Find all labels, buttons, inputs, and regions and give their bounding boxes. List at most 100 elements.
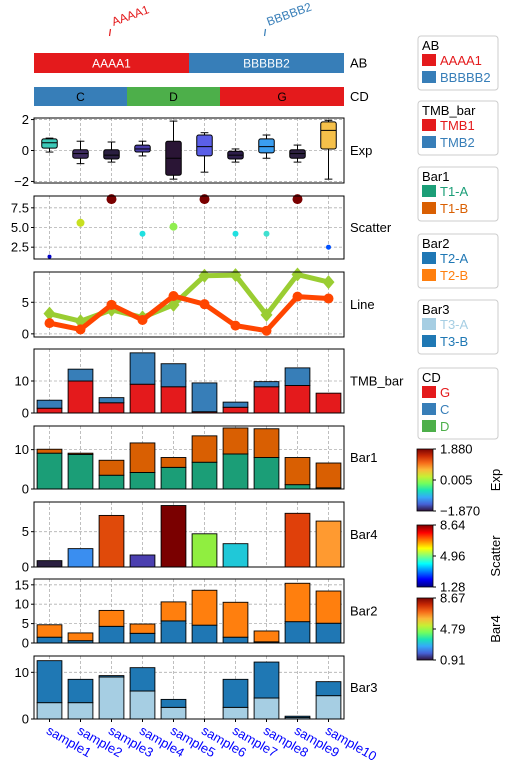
colorbar-label: Scatter	[488, 535, 503, 577]
y-tick-label: −2	[14, 174, 29, 189]
cd-row-segment-label: D	[169, 90, 178, 104]
line-marker	[324, 294, 334, 304]
bar-segment	[130, 443, 155, 473]
bar-segment	[37, 408, 62, 413]
bar-segment	[37, 703, 62, 719]
y-tick-label: 2	[22, 112, 29, 127]
scatter-point	[77, 219, 85, 227]
bar-segment	[37, 453, 62, 489]
bar-segment	[130, 384, 155, 413]
bar-segment	[316, 682, 341, 696]
bar-segment	[316, 463, 341, 488]
colorbar-tick-label: −1.870	[440, 504, 480, 519]
legend-label: T3-A	[440, 317, 469, 332]
legend-swatch	[422, 119, 436, 131]
bar-segment	[37, 661, 62, 703]
bar-segment	[223, 407, 248, 413]
bar-segment	[161, 707, 186, 719]
legend-label: G	[440, 385, 450, 400]
cd-row-segment-label: C	[76, 90, 85, 104]
legend-swatch	[422, 335, 436, 347]
bar	[316, 521, 341, 567]
bar-segment	[99, 676, 124, 677]
line-marker	[169, 291, 179, 301]
y-tick-label: 0	[22, 482, 29, 497]
colorbar-tick-label: 8.64	[440, 518, 465, 533]
y-tick-label: 2.5	[11, 240, 29, 255]
bar-segment	[223, 454, 248, 489]
line-marker	[293, 292, 303, 302]
bar-segment	[37, 400, 62, 408]
y-tick-label: 5.0	[11, 220, 29, 235]
line-marker	[200, 299, 210, 309]
line-marker	[138, 315, 148, 325]
bar-segment	[316, 623, 341, 643]
bar	[192, 534, 217, 567]
legend-swatch	[422, 386, 436, 398]
line-series	[50, 296, 329, 331]
legend-ab: ABAAAA1BBBBB2	[418, 36, 498, 90]
bar-segment	[316, 696, 341, 719]
colorbar-tick-label: 0.005	[440, 473, 473, 488]
bar-segment	[254, 698, 279, 719]
bar-segment	[192, 436, 217, 462]
bar-segment	[192, 383, 217, 412]
legend-title: TMB_bar	[422, 103, 476, 118]
panel-bar2: 0 5 10 15 Bar2	[15, 577, 378, 650]
legend-label: TMB1	[440, 118, 475, 133]
legend-tmb-bar: TMB_barTMB1TMB2	[418, 101, 498, 155]
colorbar-bar4: 8.674.790.91Bar4	[417, 591, 503, 668]
legend-title: Bar1	[422, 169, 449, 184]
line-marker	[323, 275, 335, 289]
annotation-top-label: AAAA1	[110, 2, 151, 28]
bar	[161, 506, 186, 567]
bar-segment	[254, 429, 279, 458]
legend-label: T3-B	[440, 334, 468, 349]
bar-segment	[130, 624, 155, 633]
line-marker	[262, 326, 272, 336]
bar-segment	[223, 637, 248, 643]
ab-row-segment-label: AAAA1	[92, 57, 131, 71]
colorbar-tick-label: 4.79	[440, 622, 465, 637]
y-tick-label: 0	[22, 326, 29, 341]
line-marker	[231, 321, 241, 331]
legend-title: CD	[422, 370, 441, 385]
annotation-tick	[265, 29, 266, 36]
bar	[285, 513, 310, 567]
y-tick-label: 0	[22, 560, 29, 575]
bar-segment	[285, 583, 310, 621]
bar-segment	[285, 458, 310, 485]
cd-row-segment-label: G	[277, 90, 286, 104]
y-tick-label: 5	[22, 295, 29, 310]
bar-segment	[161, 602, 186, 621]
panel-bar3: 0 10 Bar3	[15, 656, 378, 727]
bar-segment	[130, 691, 155, 719]
bar-segment	[99, 677, 124, 719]
bar-segment	[223, 428, 248, 454]
bar-segment	[68, 369, 93, 381]
legend-swatch	[422, 185, 436, 197]
scatter-point	[326, 245, 331, 250]
panel-bar4: 05 Bar4	[22, 502, 378, 575]
legend-label: AAAA1	[440, 53, 482, 68]
panel-exp: −2 0 2 Exp	[14, 112, 372, 189]
bar-segment	[161, 467, 186, 489]
legend-swatch	[422, 318, 436, 330]
y-tick-label: 0	[22, 406, 29, 421]
y-tick-label: 0	[22, 712, 29, 727]
bar	[68, 549, 93, 567]
cd-row-label: CD	[350, 89, 369, 104]
scatter-point	[170, 223, 178, 231]
bar-segment	[254, 662, 279, 698]
legend-label: T1-A	[440, 184, 469, 199]
ab-row-label: AB	[350, 56, 367, 71]
bar	[99, 515, 124, 567]
legend-swatch	[422, 202, 436, 214]
bar-segment	[99, 398, 124, 403]
bar-segment	[99, 610, 124, 626]
bar-segment	[68, 454, 93, 489]
legend-swatch	[422, 136, 436, 148]
bar-segment	[254, 458, 279, 490]
